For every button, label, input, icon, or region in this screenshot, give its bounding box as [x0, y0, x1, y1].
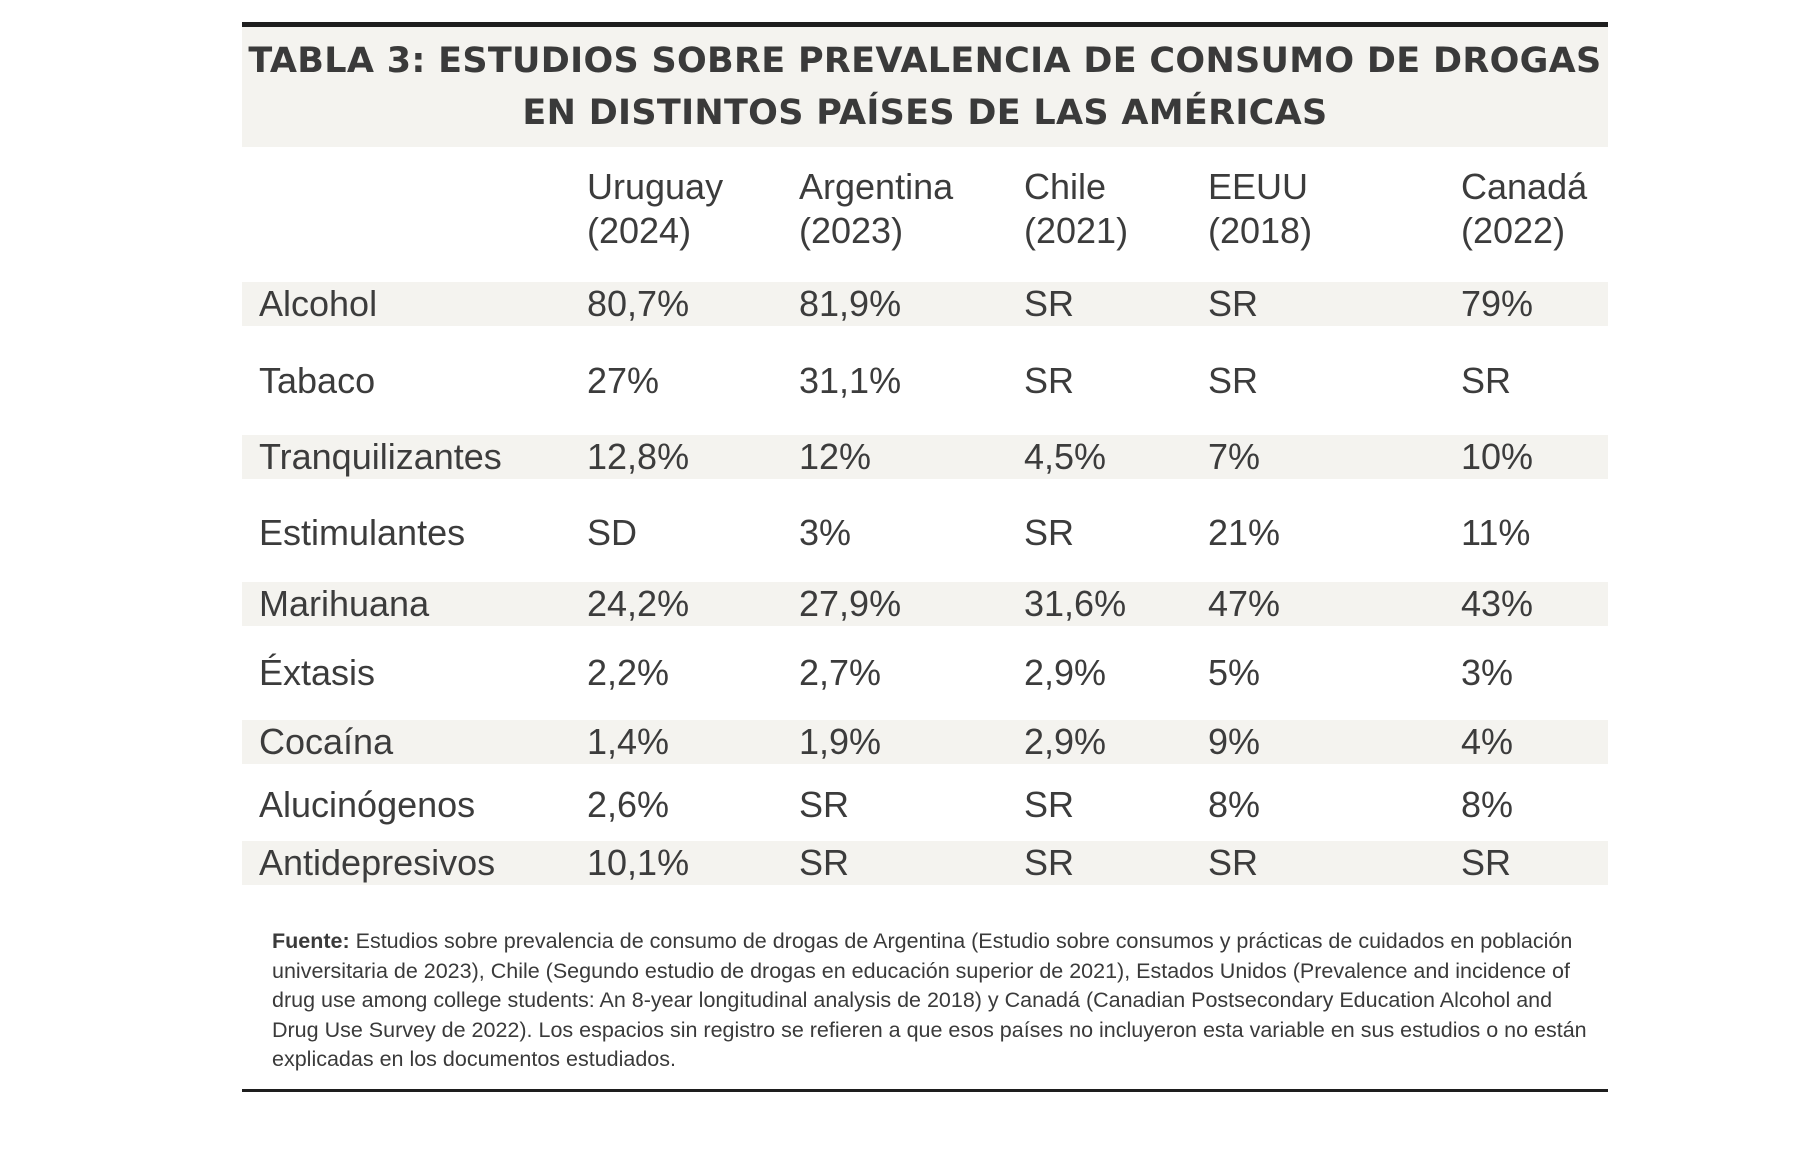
table-cell: SR	[1024, 512, 1075, 553]
top-rule	[242, 22, 1608, 27]
row-label: Estimulantes	[259, 512, 466, 553]
table-cell: 3%	[1461, 652, 1514, 693]
table-cell: 10%	[1461, 436, 1534, 477]
table-cell: 4%	[1461, 721, 1514, 762]
table-cell: 9%	[1208, 721, 1261, 762]
table-cell: 2,2%	[587, 652, 670, 693]
table-cell: SR	[1461, 360, 1512, 401]
table-cell: 24,2%	[587, 583, 690, 624]
table-row: Tranquilizantes 12,8% 12% 4,5% 7% 10%	[242, 435, 1608, 479]
table-cell: 10,1%	[587, 842, 690, 883]
table-row: Alcohol 80,7% 81,9% SR SR 79%	[242, 282, 1608, 326]
row-label: Éxtasis	[259, 652, 376, 693]
table-title-line-2: EN DISTINTOS PAÍSES DE LAS AMÉRICAS	[522, 93, 1328, 133]
table-cell: SR	[1024, 784, 1075, 825]
table-cell: SR	[1208, 283, 1259, 324]
table-row: Marihuana 24,2% 27,9% 31,6% 47% 43%	[242, 582, 1608, 626]
column-header-year: (2018)	[1208, 210, 1313, 251]
table-row: Éxtasis 2,2% 2,7% 2,9% 5% 3%	[242, 651, 1608, 695]
table-cell: 7%	[1208, 436, 1261, 477]
table-cell: 12,8%	[587, 436, 690, 477]
table-cell: 3%	[799, 512, 852, 553]
column-header-year: (2021)	[1024, 210, 1129, 251]
column-header-chile: Chile (2021)	[1024, 165, 1128, 253]
table-cell: 2,7%	[799, 652, 882, 693]
column-header-eeuu: EEUU (2018)	[1208, 165, 1312, 253]
table-cell: 27%	[587, 360, 660, 401]
column-header-country: Argentina	[799, 166, 954, 207]
column-header-row: Uruguay (2024) Argentina (2023) Chile (2…	[242, 147, 1608, 273]
table-cell: 80,7%	[587, 283, 690, 324]
table-cell: SR	[799, 784, 850, 825]
table-row: Cocaína 1,4% 1,9% 2,9% 9% 4%	[242, 720, 1608, 764]
table-cell: 2,9%	[1024, 721, 1107, 762]
column-header-year: (2023)	[799, 210, 904, 251]
table-cell: 31,6%	[1024, 583, 1127, 624]
column-header-country: EEUU	[1208, 166, 1309, 207]
table-cell: SR	[1208, 842, 1259, 883]
table-title-line-1: TABLA 3: ESTUDIOS SOBRE PREVALENCIA DE C…	[248, 41, 1602, 81]
table-title: TABLA 3: ESTUDIOS SOBRE PREVALENCIA DE C…	[242, 27, 1608, 147]
row-label: Alucinógenos	[259, 784, 476, 825]
table-cell: 2,6%	[587, 784, 670, 825]
table-cell: 8%	[1208, 784, 1261, 825]
source-footnote: Fuente: Estudios sobre prevalencia de co…	[272, 927, 1592, 1075]
bottom-rule	[242, 1089, 1608, 1092]
prevalence-table: TABLA 3: ESTUDIOS SOBRE PREVALENCIA DE C…	[242, 22, 1608, 885]
table-row: Tabaco 27% 31,1% SR SR SR	[242, 359, 1608, 403]
table-cell: 31,1%	[799, 360, 902, 401]
table-cell: SR	[799, 842, 850, 883]
table-cell: SR	[1024, 842, 1075, 883]
row-label: Marihuana	[259, 583, 430, 624]
footnote-label: Fuente:	[272, 929, 350, 953]
table-cell: 12%	[799, 436, 872, 477]
column-header-country: Chile	[1024, 166, 1107, 207]
table-cell: SD	[587, 512, 638, 553]
row-label: Cocaína	[259, 721, 394, 762]
column-header-uruguay: Uruguay (2024)	[587, 165, 723, 253]
table-cell: 8%	[1461, 784, 1514, 825]
table-cell: 27,9%	[799, 583, 902, 624]
table-cell: 1,9%	[799, 721, 882, 762]
table-cell: 81,9%	[799, 283, 902, 324]
column-header-canada: Canadá (2022)	[1461, 165, 1587, 253]
row-label: Antidepresivos	[259, 842, 496, 883]
table-cell: 1,4%	[587, 721, 670, 762]
table-cell: 2,9%	[1024, 652, 1107, 693]
table-row: Alucinógenos 2,6% SR SR 8% 8%	[242, 783, 1608, 827]
table-cell: SR	[1208, 360, 1259, 401]
table-cell: SR	[1461, 842, 1512, 883]
table-cell: 43%	[1461, 583, 1534, 624]
column-header-argentina: Argentina (2023)	[799, 165, 953, 253]
footnote-text: Estudios sobre prevalencia de consumo de…	[272, 929, 1587, 1071]
table-cell: 79%	[1461, 283, 1534, 324]
table-cell: 5%	[1208, 652, 1261, 693]
table-cell: 11%	[1461, 512, 1531, 553]
table-cell: SR	[1024, 360, 1075, 401]
table-cell: 47%	[1208, 583, 1281, 624]
column-header-country: Uruguay	[587, 166, 724, 207]
column-header-year: (2022)	[1461, 210, 1566, 251]
table-cell: 21%	[1208, 512, 1281, 553]
table-row: Estimulantes SD 3% SR 21% 11%	[242, 511, 1608, 555]
column-header-year: (2024)	[587, 210, 692, 251]
table-cell: SR	[1024, 283, 1075, 324]
table-row: Antidepresivos 10,1% SR SR SR SR	[242, 841, 1608, 885]
table-cell: 4,5%	[1024, 436, 1107, 477]
row-label: Alcohol	[259, 283, 378, 324]
row-label: Tranquilizantes	[259, 436, 502, 477]
column-header-country: Canadá	[1461, 166, 1588, 207]
row-label: Tabaco	[259, 360, 376, 401]
